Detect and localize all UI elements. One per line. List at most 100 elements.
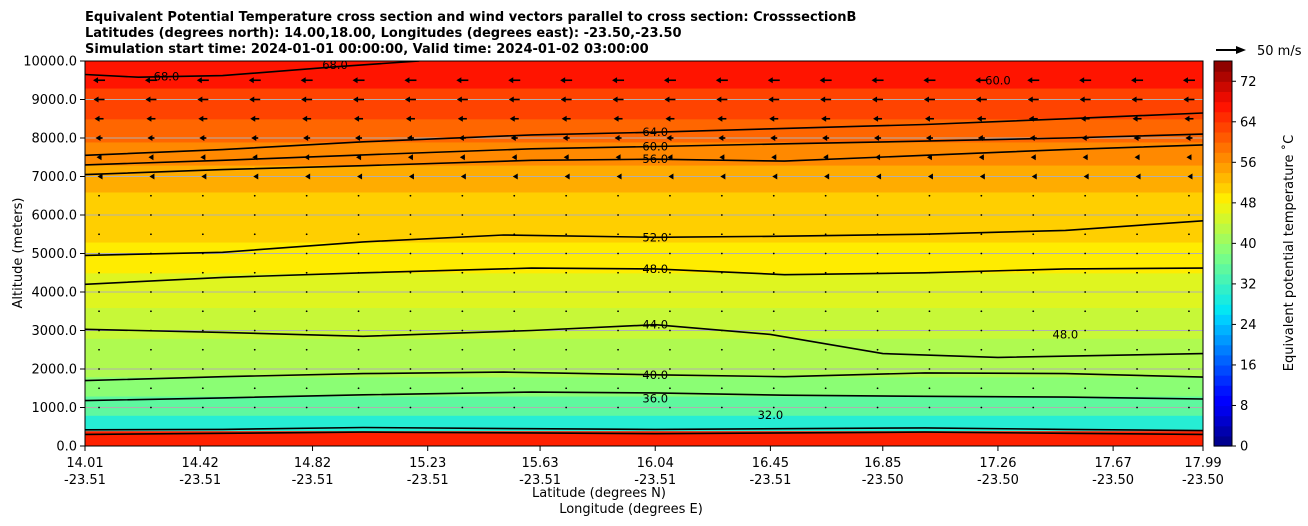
wind-vector-dot bbox=[720, 406, 723, 409]
x-tick-label-lon: -23.50 bbox=[862, 473, 904, 488]
wind-vector-head bbox=[201, 173, 207, 180]
colorbar-tick-label: 32 bbox=[1240, 277, 1257, 292]
wind-vector-dot bbox=[461, 271, 464, 274]
wind-vector-head bbox=[404, 96, 410, 103]
wind-vector-dot bbox=[305, 387, 308, 390]
wind-vector-head bbox=[510, 135, 516, 141]
wind-vector-head bbox=[301, 96, 307, 103]
wind-vector-dot bbox=[617, 368, 619, 370]
y-tick-label: 1000.0 bbox=[32, 401, 78, 416]
wind-vector-head bbox=[770, 135, 776, 141]
colorbar-label: Equivalent potential temperature ˚C bbox=[1281, 135, 1297, 371]
wind-vector-dot bbox=[928, 387, 931, 390]
wind-vector-dot bbox=[305, 291, 308, 293]
wind-vector-dot bbox=[1084, 348, 1087, 351]
wind-vector-dot bbox=[772, 271, 775, 274]
wind-vector-dot bbox=[1136, 194, 1138, 197]
wind-vector-dot bbox=[565, 368, 568, 370]
wind-vector-dot bbox=[98, 214, 100, 216]
wind-vector-dot bbox=[1188, 194, 1190, 197]
wind-vector-dot bbox=[513, 194, 516, 197]
wind-vector-dot bbox=[1084, 329, 1087, 332]
wind-vector-dot bbox=[1032, 329, 1035, 332]
wind-vector-head bbox=[304, 154, 310, 161]
wind-vector-head bbox=[94, 115, 100, 122]
y-tick-label: 0.0 bbox=[56, 440, 77, 455]
wind-vector-head bbox=[357, 173, 363, 180]
wind-vector-dot bbox=[461, 252, 464, 255]
wind-vector-dot bbox=[565, 271, 568, 274]
contour-label: 48.0 bbox=[1053, 327, 1079, 341]
wind-vector-head bbox=[720, 173, 726, 180]
wind-vector-dot bbox=[617, 252, 619, 255]
contour-label: 68.0 bbox=[154, 69, 180, 83]
wind-vector-dot bbox=[824, 387, 827, 390]
wind-vector-dot bbox=[1188, 252, 1190, 255]
wind-vector-dot bbox=[876, 233, 879, 236]
contour-label: 48.0 bbox=[642, 262, 668, 276]
wind-vector-dot bbox=[720, 310, 723, 313]
wind-vector-dot bbox=[253, 368, 256, 370]
wind-vector-head bbox=[405, 115, 411, 122]
wind-vector-dot bbox=[669, 368, 671, 370]
colorbar-frame bbox=[1213, 60, 1233, 447]
wind-vector-dot bbox=[772, 214, 775, 216]
wind-vector-dot bbox=[1084, 252, 1087, 255]
wind-vector-head bbox=[146, 115, 152, 122]
wind-vector-head bbox=[302, 115, 308, 122]
contour-labels: 64.060.056.052.048.044.040.036.048.068.0… bbox=[154, 61, 1079, 422]
wind-vector-head bbox=[1183, 96, 1189, 103]
wind-vector-dot bbox=[928, 406, 931, 409]
wind-vector-head bbox=[975, 96, 981, 103]
wind-vector-head bbox=[196, 77, 202, 84]
contour-line bbox=[85, 426, 1203, 432]
wind-vector-dot bbox=[720, 329, 723, 332]
wind-vector-dot bbox=[928, 233, 931, 236]
wind-vector-head bbox=[305, 173, 311, 180]
wind-vector-dot bbox=[1084, 214, 1087, 216]
wind-vector-dot bbox=[513, 310, 516, 313]
contour-line bbox=[85, 431, 1203, 436]
wind-vector-dot bbox=[201, 329, 204, 332]
wind-vector-dot bbox=[617, 348, 619, 351]
wind-vector-dot bbox=[150, 291, 152, 293]
wind-vector-dot bbox=[150, 214, 152, 216]
wind-vector-head bbox=[303, 135, 309, 141]
wind-vector-dot bbox=[253, 329, 256, 332]
wind-vector-dot bbox=[928, 271, 931, 274]
x-tick-label-lat: 16.45 bbox=[752, 456, 789, 471]
wind-vector-dot bbox=[201, 348, 204, 351]
wind-vector-dot bbox=[305, 329, 308, 332]
wind-vector-dot bbox=[928, 194, 931, 197]
wind-vector-head bbox=[1131, 96, 1137, 103]
wind-vector-head bbox=[459, 154, 465, 161]
colorbar-segment bbox=[1214, 233, 1232, 244]
wind-vector-head bbox=[512, 173, 518, 180]
wind-vector-dot bbox=[1136, 233, 1138, 236]
wind-vector-dot bbox=[201, 233, 204, 236]
wind-vector-head bbox=[1031, 173, 1037, 180]
wind-vector-dot bbox=[876, 368, 879, 370]
gridlines bbox=[85, 99, 1203, 408]
contour-label: 64.0 bbox=[642, 125, 668, 139]
contour-lines bbox=[85, 61, 1203, 436]
wind-vector-dot bbox=[565, 214, 568, 216]
wind-vector-dot bbox=[928, 368, 931, 370]
wind-vector-dot bbox=[1136, 310, 1138, 313]
wind-vector-head bbox=[354, 115, 360, 122]
wind-vector-head bbox=[1135, 173, 1141, 180]
wind-vector-dot bbox=[928, 252, 931, 255]
wind-vector-dot bbox=[513, 387, 516, 390]
wind-vector-dot bbox=[305, 214, 308, 216]
wind-vector-head bbox=[768, 96, 774, 103]
wind-vector-dot bbox=[772, 252, 775, 255]
colorbar-tick-label: 72 bbox=[1240, 75, 1257, 90]
wind-vector-dot bbox=[720, 291, 723, 293]
wind-vector-head bbox=[769, 115, 775, 122]
wind-vector-dot bbox=[253, 252, 256, 255]
wind-vector-head bbox=[509, 115, 515, 122]
wind-vector-dot bbox=[1136, 368, 1138, 370]
wind-vector-dot bbox=[980, 271, 983, 274]
wind-vector-head bbox=[665, 115, 671, 122]
wind-vector-dot bbox=[409, 233, 412, 236]
